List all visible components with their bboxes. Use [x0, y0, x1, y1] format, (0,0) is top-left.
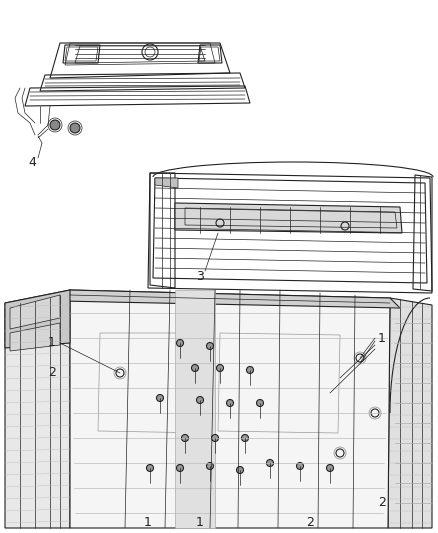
- Polygon shape: [60, 290, 400, 308]
- Polygon shape: [155, 178, 178, 188]
- Polygon shape: [5, 290, 70, 528]
- Text: 1: 1: [144, 516, 152, 529]
- Circle shape: [206, 463, 213, 470]
- Polygon shape: [10, 295, 60, 329]
- Polygon shape: [175, 290, 215, 528]
- Circle shape: [206, 343, 213, 350]
- Circle shape: [226, 400, 233, 407]
- Circle shape: [241, 434, 248, 441]
- Text: 2: 2: [306, 516, 314, 529]
- Circle shape: [212, 434, 219, 441]
- Circle shape: [197, 397, 204, 403]
- Circle shape: [247, 367, 254, 374]
- Polygon shape: [10, 323, 60, 351]
- Circle shape: [181, 434, 188, 441]
- Circle shape: [326, 464, 333, 472]
- Circle shape: [191, 365, 198, 372]
- Circle shape: [216, 365, 223, 372]
- Circle shape: [156, 394, 163, 401]
- Circle shape: [266, 459, 273, 466]
- Text: 4: 4: [28, 157, 36, 169]
- Circle shape: [257, 400, 264, 407]
- Polygon shape: [70, 290, 390, 528]
- Polygon shape: [388, 298, 432, 528]
- Circle shape: [237, 466, 244, 473]
- Circle shape: [50, 120, 60, 130]
- Polygon shape: [175, 203, 402, 233]
- Text: 1: 1: [48, 336, 56, 350]
- Circle shape: [177, 340, 184, 346]
- Circle shape: [297, 463, 304, 470]
- Text: 3: 3: [196, 271, 204, 284]
- Circle shape: [70, 123, 80, 133]
- Circle shape: [177, 464, 184, 472]
- Circle shape: [146, 464, 153, 472]
- Text: 2: 2: [48, 367, 56, 379]
- Text: 2: 2: [378, 497, 386, 510]
- Text: 1: 1: [378, 332, 386, 344]
- Text: 1: 1: [196, 516, 204, 529]
- Polygon shape: [5, 290, 70, 348]
